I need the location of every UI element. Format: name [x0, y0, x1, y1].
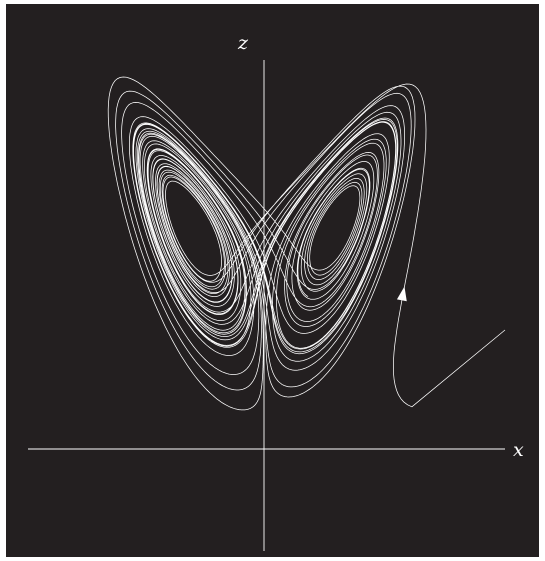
axes: x z [28, 32, 524, 551]
z-axis-label: z [237, 32, 249, 54]
x-axis-label: x [513, 439, 524, 461]
arrowhead-icon [396, 286, 407, 302]
trajectory-group [107, 76, 506, 411]
trajectory [107, 76, 506, 411]
